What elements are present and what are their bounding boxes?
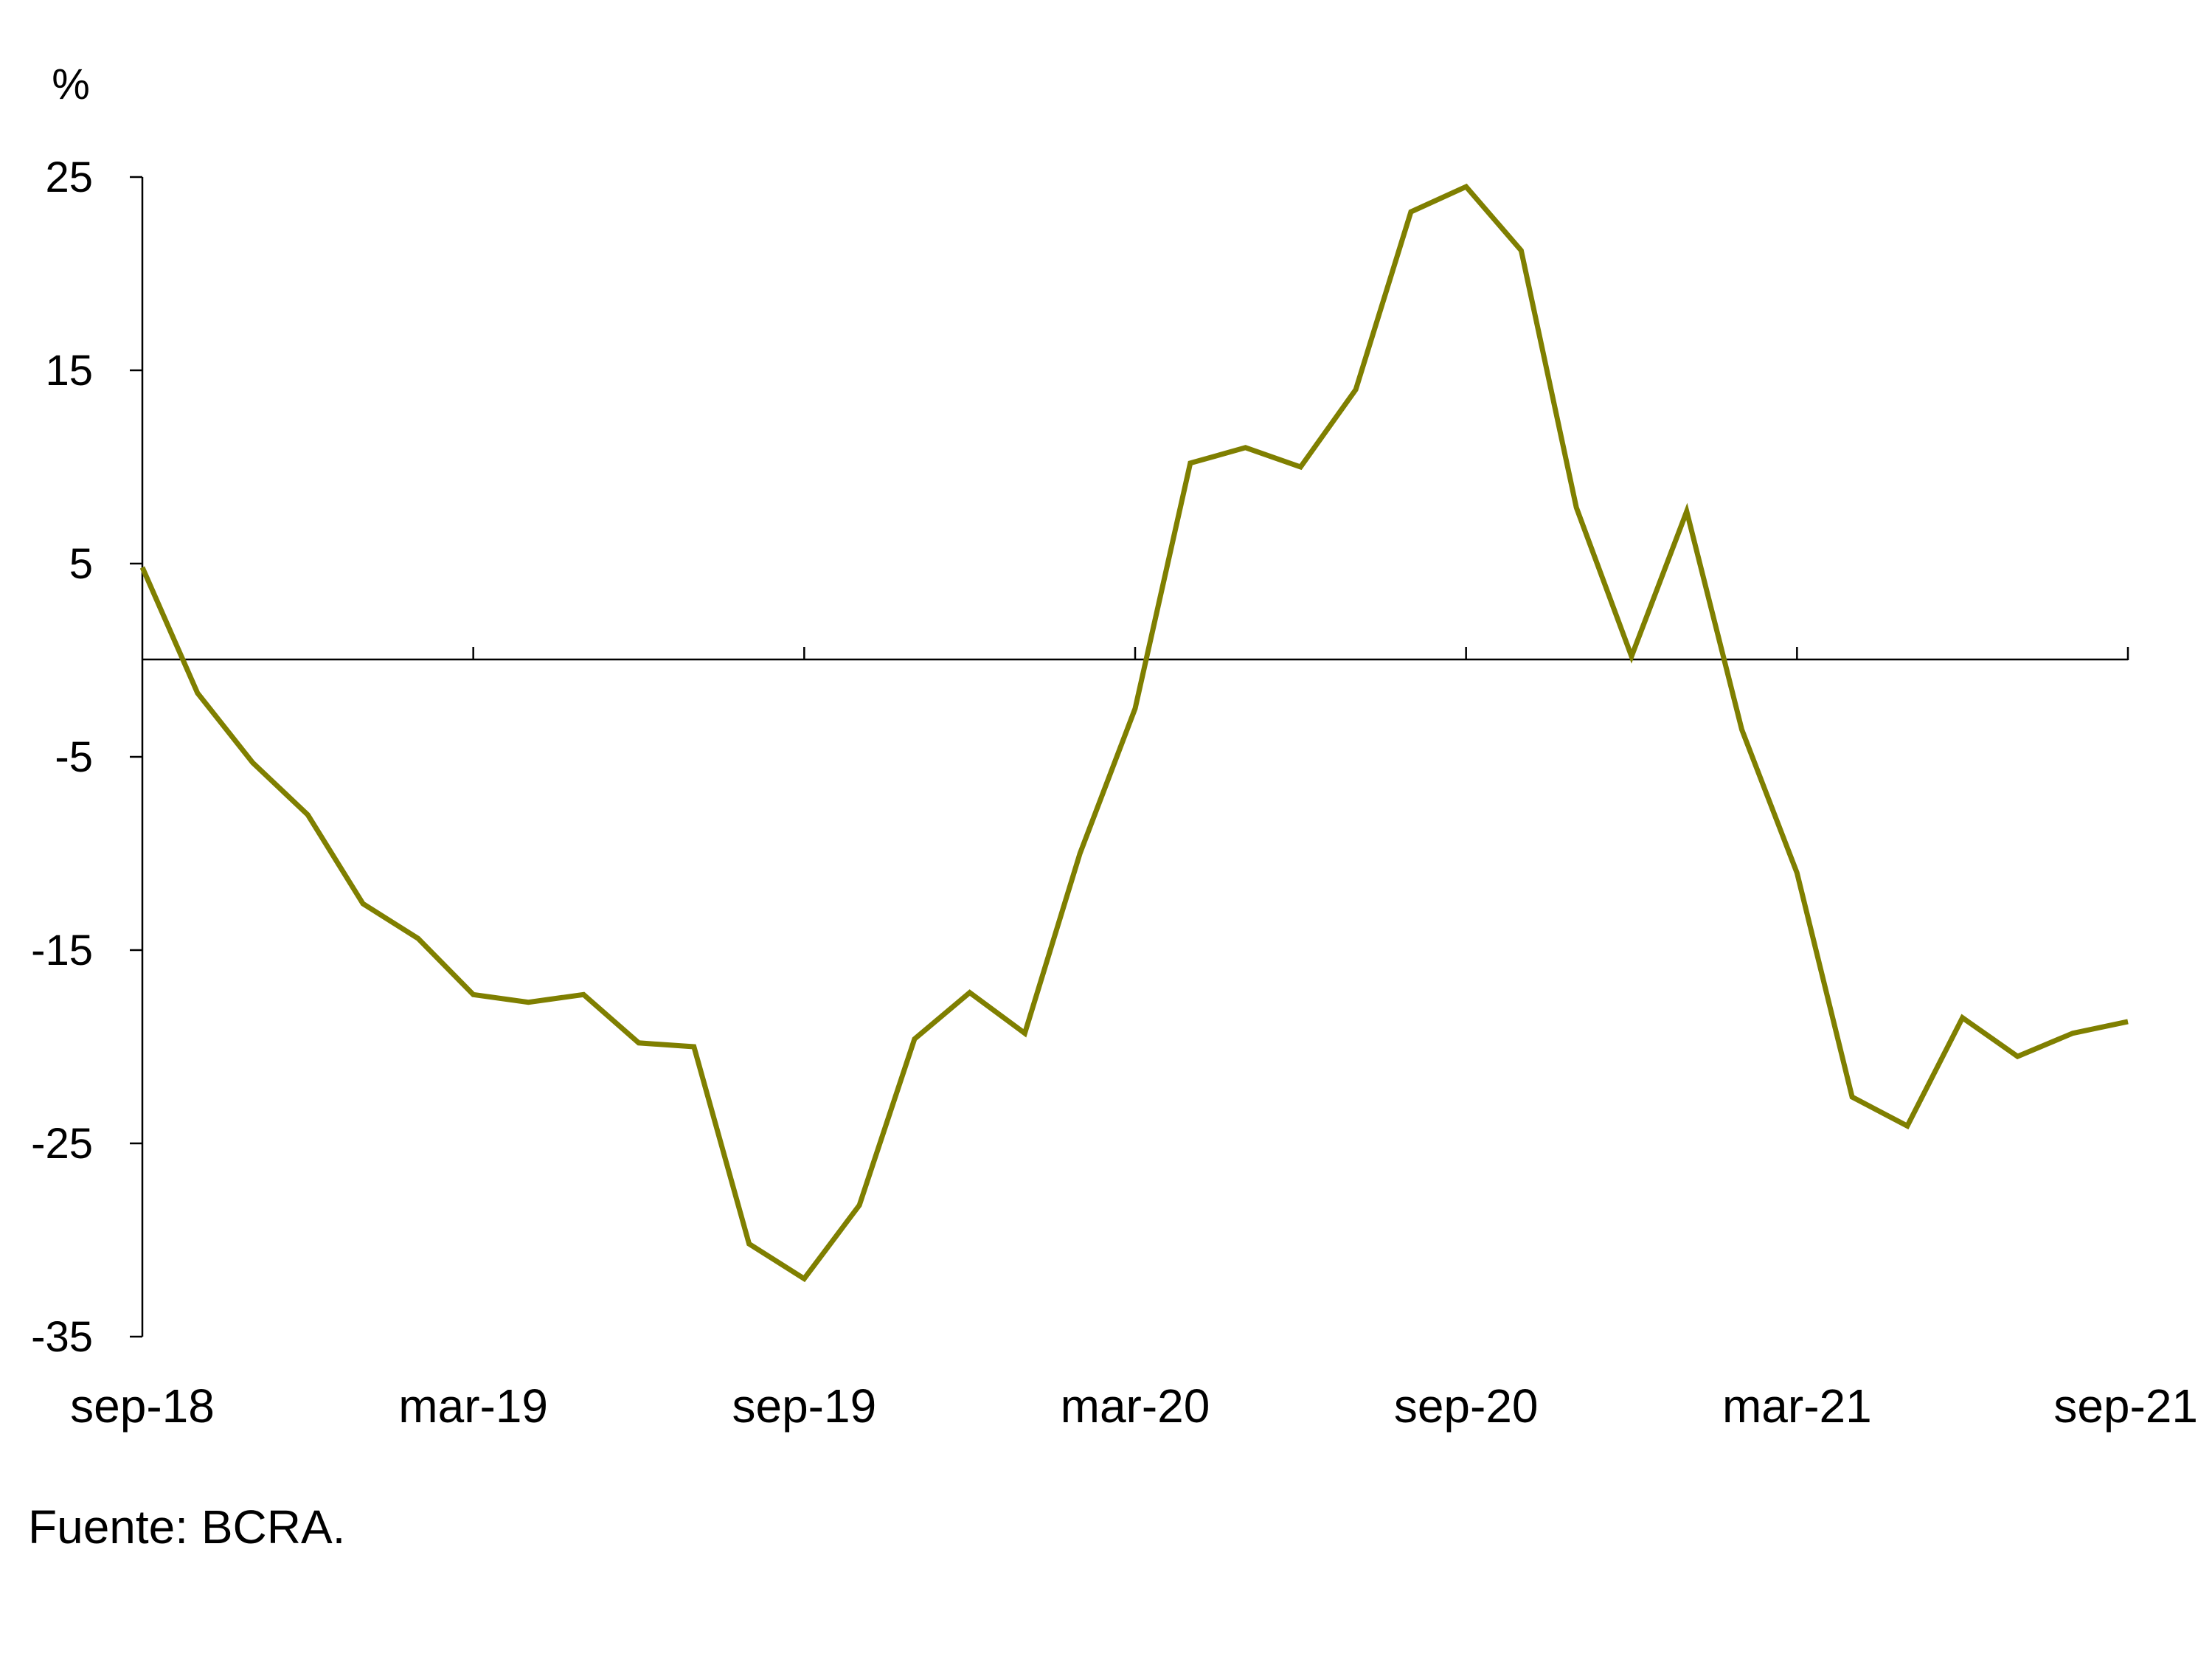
y-axis-unit-label: % [52,60,90,108]
x-tick-label: mar-21 [1722,1379,1872,1433]
y-tick-label: -35 [31,1313,93,1361]
x-tick-label: sep-19 [732,1379,876,1433]
y-tick-label: 15 [45,347,93,395]
x-tick-label: sep-18 [70,1379,215,1433]
y-tick-label: -5 [55,733,93,781]
y-tick-label: -25 [31,1120,93,1168]
x-tick-label: mar-19 [398,1379,548,1433]
x-axis-ticks: sep-18 mar-19 sep-19 mar-20 sep-20 mar-21 sep-… [70,647,2198,1433]
y-tick-label: 25 [45,153,93,201]
source-note: Fuente: BCRA. [28,1500,345,1554]
y-axis-ticks: 25 15 5 -5 -15 -25 -35 [31,153,142,1361]
x-tick-label: sep-21 [2053,1379,2198,1433]
x-tick-label: sep-20 [1394,1379,1539,1433]
x-tick-label: mar-20 [1061,1379,1210,1433]
series-group [139,183,2129,1283]
series-line [139,183,2129,1283]
y-tick-label: 5 [69,540,93,588]
y-tick-label: -15 [31,927,93,974]
